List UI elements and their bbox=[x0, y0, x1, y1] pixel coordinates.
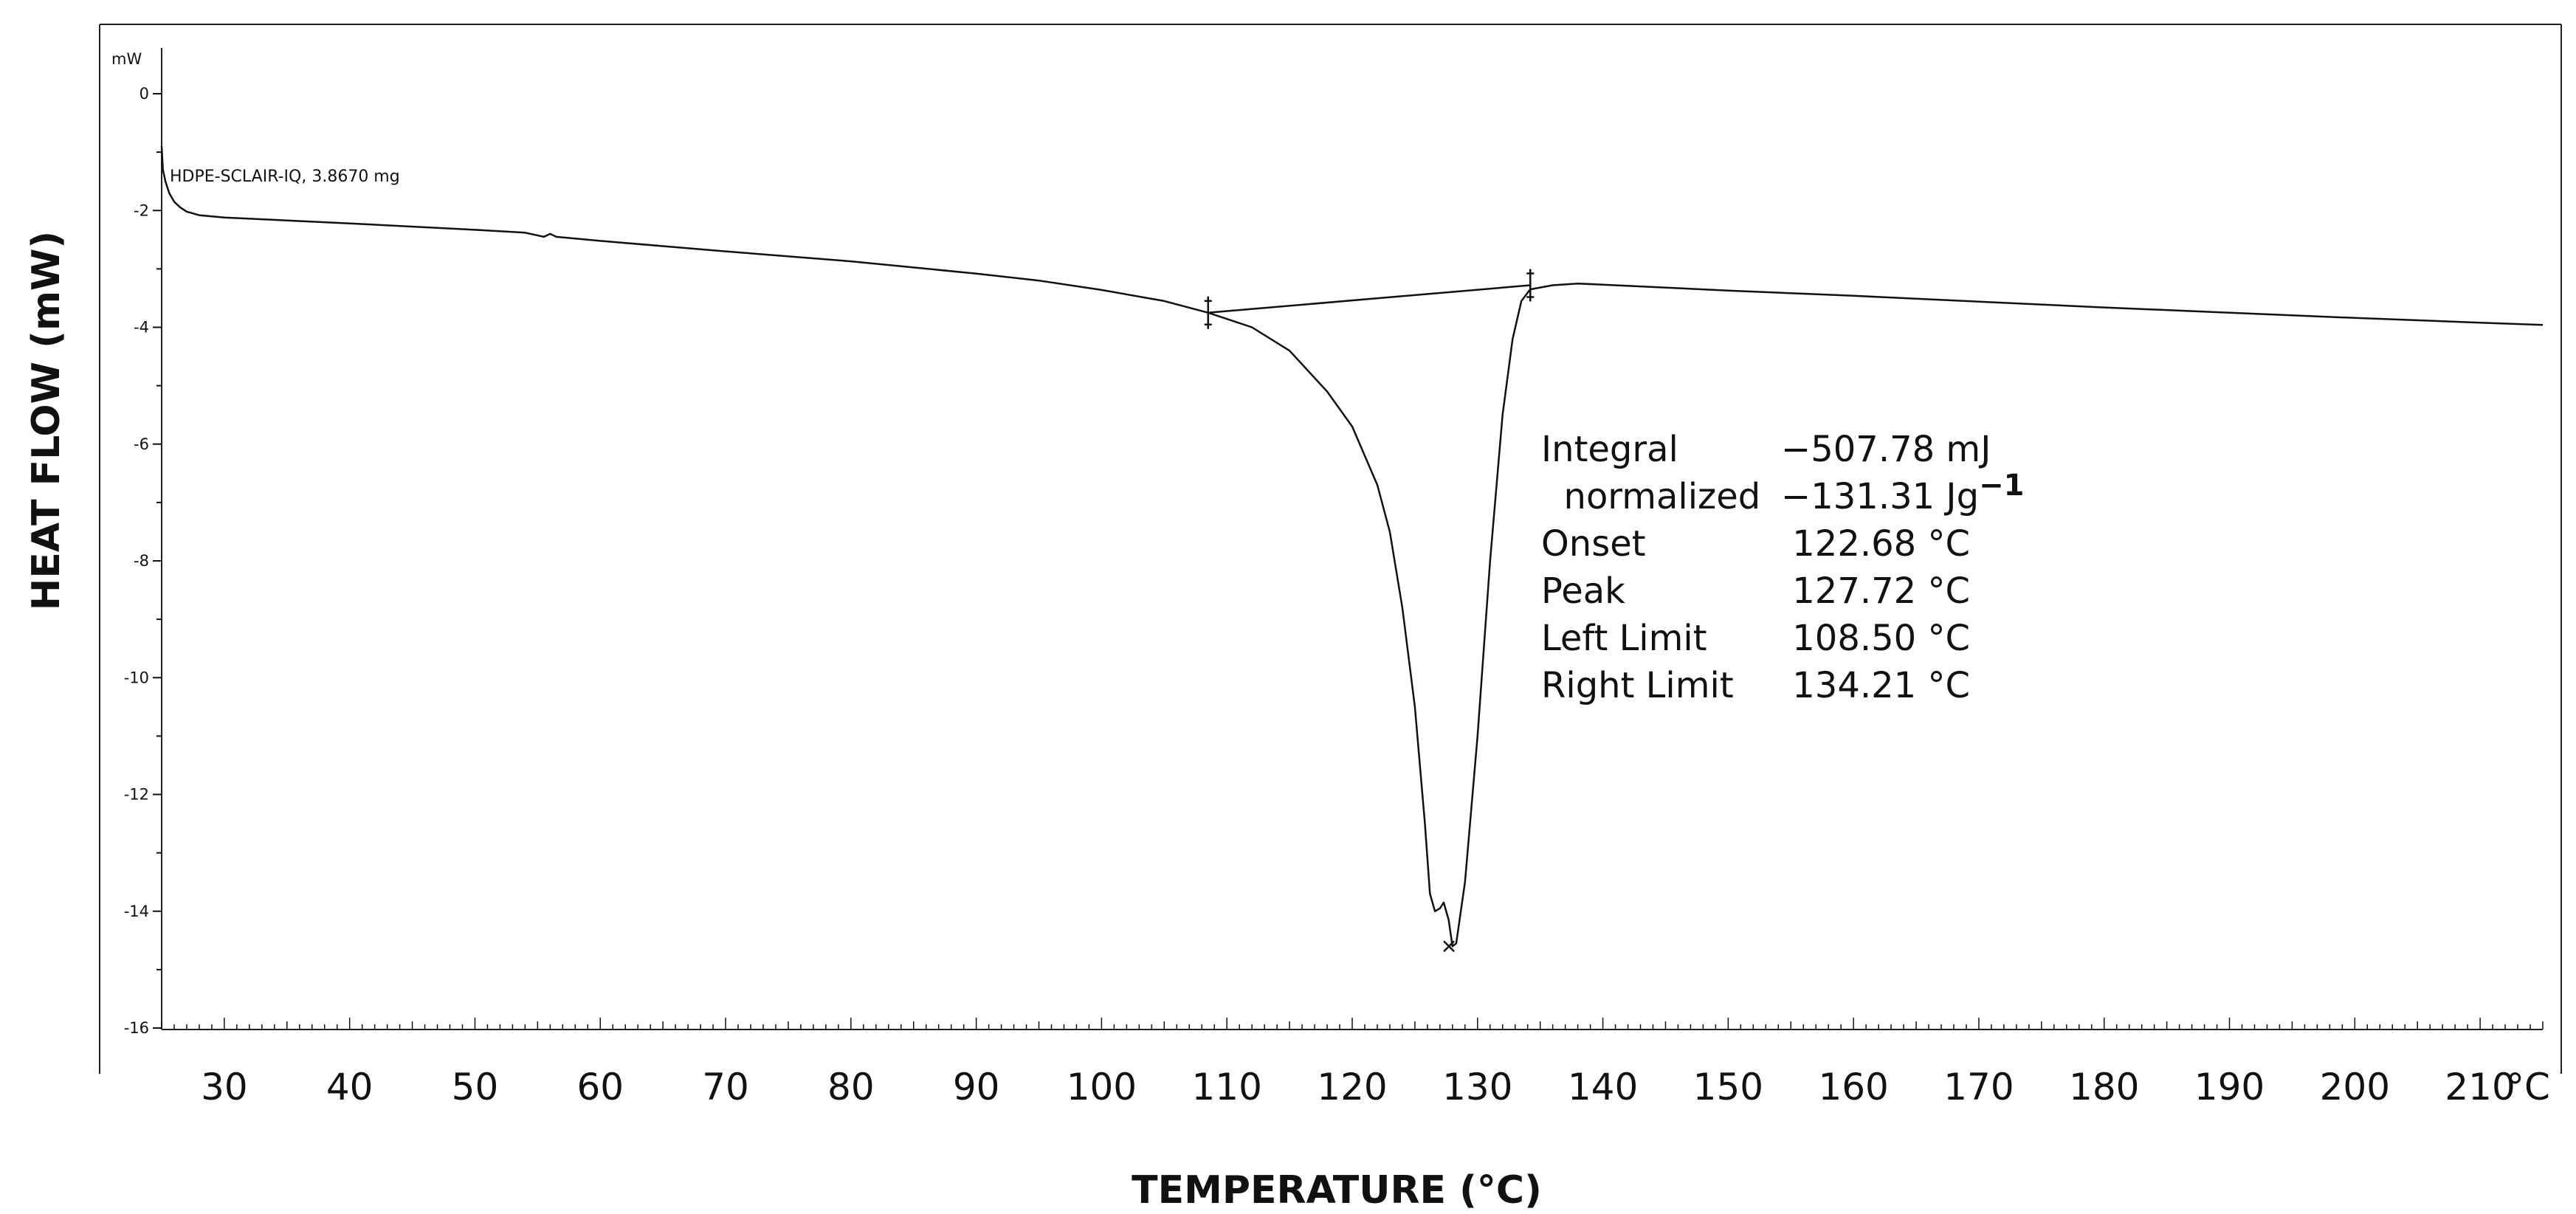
x-tick-label: 80 bbox=[827, 1066, 875, 1108]
x-tick-label: 160 bbox=[1818, 1066, 1888, 1108]
result-label: Left Limit bbox=[1541, 618, 1707, 659]
result-value: −131.31 Jg−1 bbox=[1781, 469, 2024, 517]
plot-layer bbox=[160, 146, 2544, 953]
x-tick-label: 90 bbox=[953, 1066, 1000, 1108]
peak-marker bbox=[1443, 940, 1455, 953]
result-label: Peak bbox=[1541, 570, 1625, 612]
x-tick-label: 170 bbox=[1943, 1066, 2014, 1108]
y-tick-label: -10 bbox=[124, 669, 149, 686]
integration-baseline bbox=[1208, 284, 1531, 314]
y-unit-label: mW bbox=[111, 50, 142, 68]
curve-label: HDPE-SCLAIR-IQ, 3.8670 mg bbox=[170, 168, 400, 186]
y-tick-label: -2 bbox=[134, 201, 149, 219]
y-tick-label: -6 bbox=[134, 435, 149, 453]
x-tick-label: 30 bbox=[201, 1066, 248, 1108]
x-tick-label: 200 bbox=[2320, 1066, 2390, 1108]
x-unit-label: °C bbox=[2506, 1066, 2550, 1108]
series-line bbox=[160, 146, 2544, 948]
y-tick-label: -14 bbox=[124, 903, 149, 920]
result-superscript: −1 bbox=[1979, 469, 2024, 503]
y-axis-title: HEAT FLOW (mW) bbox=[24, 231, 69, 610]
result-value: 108.50 °C bbox=[1781, 618, 1970, 659]
x-tick-label: 110 bbox=[1191, 1066, 1261, 1108]
left-limit-marker bbox=[1204, 296, 1212, 329]
y-ticks: 0 -2 -4 -6 -8 -10 -12 -14 -16 bbox=[124, 85, 162, 1037]
result-value: 127.72 °C bbox=[1781, 570, 1970, 612]
result-label: Integral bbox=[1541, 429, 1678, 470]
x-tick-label: 50 bbox=[452, 1066, 499, 1108]
x-tick-label: 190 bbox=[2194, 1066, 2265, 1108]
x-axis-title: TEMPERATURE (°C) bbox=[1132, 1168, 1542, 1213]
y-tick-label: -4 bbox=[134, 319, 149, 337]
x-tick-label: 70 bbox=[702, 1066, 749, 1108]
x-tick-label: 180 bbox=[2069, 1066, 2139, 1108]
x-tick-label: 140 bbox=[1568, 1066, 1638, 1108]
x-tick-label: 130 bbox=[1442, 1066, 1512, 1108]
right-limit-marker bbox=[1526, 269, 1535, 302]
result-value: −507.78 mJ bbox=[1781, 429, 1991, 470]
y-tick-label: -8 bbox=[134, 552, 149, 570]
x-tick-label: 210 bbox=[2445, 1066, 2515, 1108]
result-value: 134.21 °C bbox=[1781, 665, 1970, 706]
x-tick-label: 100 bbox=[1067, 1066, 1137, 1108]
x-tick-label: 60 bbox=[576, 1066, 624, 1108]
y-tick-label: 0 bbox=[140, 85, 149, 103]
result-label: Right Limit bbox=[1541, 665, 1734, 706]
result-label: normalized bbox=[1541, 476, 1760, 517]
result-label: Onset bbox=[1541, 523, 1646, 565]
result-value: 122.68 °C bbox=[1781, 523, 1970, 565]
y-tick-label: -16 bbox=[124, 1019, 149, 1037]
x-tick-label: 150 bbox=[1693, 1066, 1763, 1108]
x-tick-label: 120 bbox=[1317, 1066, 1387, 1108]
results-box: Integral −507.78 mJ normalized −131.31 Jg−… bbox=[1541, 429, 2024, 706]
y-tick-label: -12 bbox=[124, 786, 149, 804]
x-tick-label: 40 bbox=[326, 1066, 373, 1108]
x-ticks: 30 40 50 60 70 80 90 100 110 120 130 140 150 160 170 18… bbox=[161, 1018, 2550, 1108]
